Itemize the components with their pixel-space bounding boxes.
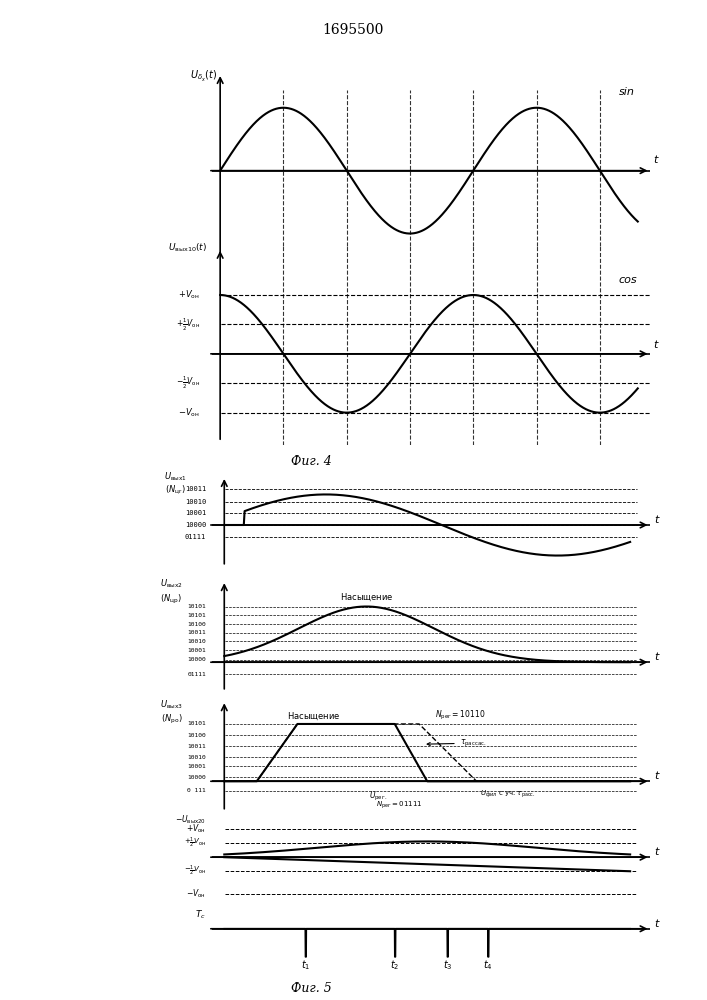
- Text: 10001: 10001: [187, 648, 206, 653]
- Text: $U_{\text{вых3}}$: $U_{\text{вых3}}$: [160, 698, 183, 711]
- Text: $+V_{\text{он}}$: $+V_{\text{он}}$: [178, 289, 200, 301]
- Text: 10000: 10000: [187, 775, 206, 780]
- Text: $U_{\text{вых2}}$: $U_{\text{вых2}}$: [160, 578, 183, 590]
- Text: $+\frac{1}{2}V_{\text{он}}$: $+\frac{1}{2}V_{\text{он}}$: [184, 836, 206, 850]
- Text: 10001: 10001: [187, 764, 206, 769]
- Text: $\text{Насыщение}$: $\text{Насыщение}$: [339, 592, 393, 603]
- Text: 10001: 10001: [185, 510, 206, 516]
- Text: $-V_{\text{он}}$: $-V_{\text{он}}$: [186, 888, 206, 900]
- Text: $(N_{\text{цр}})$: $(N_{\text{цр}})$: [160, 593, 182, 606]
- Text: 10101: 10101: [187, 604, 206, 609]
- Text: $U_{\text{вых10}}(t)$: $U_{\text{вых10}}(t)$: [168, 242, 207, 254]
- Text: $U_{\text{вых1}}$: $U_{\text{вых1}}$: [164, 470, 187, 483]
- Text: 1695500: 1695500: [323, 23, 384, 37]
- Text: $t$: $t$: [655, 769, 661, 781]
- Text: $t$: $t$: [655, 513, 661, 525]
- Text: $+\frac{1}{2}V_{\text{он}}$: $+\frac{1}{2}V_{\text{он}}$: [176, 316, 200, 333]
- Text: $U_{\text{фил}}$ c уч. $\tau_{\text{расс.}}$: $U_{\text{фил}}$ c уч. $\tau_{\text{расс…: [480, 789, 536, 800]
- Text: 10000: 10000: [187, 657, 206, 662]
- Text: $t$: $t$: [655, 917, 661, 929]
- Text: $t_4$: $t_4$: [483, 958, 493, 972]
- Text: $T_c$: $T_c$: [195, 908, 206, 921]
- Text: 10101: 10101: [187, 721, 206, 726]
- Text: 10100: 10100: [187, 733, 206, 738]
- Text: 10101: 10101: [187, 613, 206, 618]
- Text: 10000: 10000: [185, 522, 206, 528]
- Text: $t_2$: $t_2$: [390, 958, 399, 972]
- Text: $U_{\text{рег.}}$: $U_{\text{рег.}}$: [370, 790, 387, 803]
- Text: $(N_{\text{ро}})$: $(N_{\text{ро}})$: [160, 713, 182, 726]
- Text: 01111: 01111: [185, 534, 206, 540]
- Text: $-U_{\text{вых20}}$: $-U_{\text{вых20}}$: [175, 813, 206, 826]
- Text: $t_3$: $t_3$: [443, 958, 452, 972]
- Text: $(N_{\text{цr}})$: $(N_{\text{цr}})$: [165, 483, 186, 496]
- Text: $t$: $t$: [653, 153, 660, 165]
- Text: $N_{\text{рег}}=01111$: $N_{\text{рег}}=01111$: [375, 800, 422, 811]
- Text: $-\frac{1}{2}V_{\text{он}}$: $-\frac{1}{2}V_{\text{он}}$: [184, 864, 206, 878]
- Text: Фиг. 5: Фиг. 5: [291, 982, 332, 995]
- Text: $N_{\text{рег}}=10110$: $N_{\text{рег}}=10110$: [436, 709, 486, 722]
- Text: $t$: $t$: [653, 338, 660, 350]
- Text: 10010: 10010: [187, 755, 206, 760]
- Text: 10011: 10011: [187, 744, 206, 749]
- Text: $U_{\delta_x}(t)$: $U_{\delta_x}(t)$: [190, 69, 218, 84]
- Text: 10010: 10010: [187, 639, 206, 644]
- Text: $-\frac{1}{2}V_{\text{он}}$: $-\frac{1}{2}V_{\text{он}}$: [176, 375, 200, 391]
- Text: 10011: 10011: [187, 630, 206, 635]
- Text: $+V_{\text{он}}$: $+V_{\text{он}}$: [186, 823, 206, 835]
- Text: 01111: 01111: [187, 672, 206, 677]
- Text: $\text{Насыщение}$: $\text{Насыщение}$: [287, 711, 340, 722]
- Text: sin: sin: [619, 87, 635, 97]
- Text: $-V_{\text{он}}$: $-V_{\text{он}}$: [178, 406, 200, 419]
- Text: $t$: $t$: [655, 845, 661, 857]
- Text: Фиг. 4: Фиг. 4: [291, 455, 332, 468]
- Text: 10010: 10010: [185, 499, 206, 505]
- Text: cos: cos: [619, 275, 638, 285]
- Text: 10011: 10011: [185, 486, 206, 492]
- Text: $t_1$: $t_1$: [300, 958, 310, 972]
- Text: 0 111: 0 111: [187, 788, 206, 793]
- Text: $t$: $t$: [655, 650, 661, 662]
- Text: 10100: 10100: [187, 622, 206, 627]
- Text: $\tau_{\text{рассас.}}$: $\tau_{\text{рассас.}}$: [427, 738, 486, 749]
